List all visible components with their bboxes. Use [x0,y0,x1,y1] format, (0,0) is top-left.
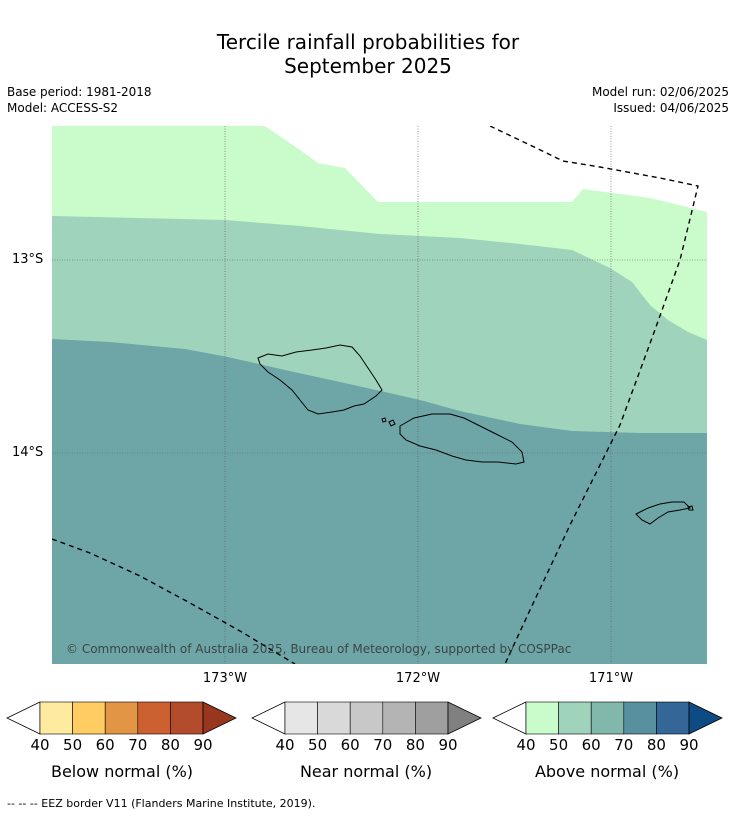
below-normal-tick-label: 80 [160,736,180,754]
upolu-island [399,413,525,465]
model-run: Model run: 02/06/2025 [591,85,729,99]
eez-border [52,126,699,664]
map-area [52,126,707,664]
near-normal-tick-label: 80 [405,736,425,754]
above-normal-60-region [52,339,707,664]
meta-left: Base period: 1981-2018 Model: ACCESS-S2 [7,84,152,116]
above-normal-tick-label: 50 [549,736,569,754]
above-normal-tick-label: 80 [646,736,666,754]
title-line-1: Tercile rainfall probabilities for [216,30,520,54]
map-title: Tercile rainfall probabilities for Septe… [0,30,736,78]
base-period: Base period: 1981-2018 [7,85,152,99]
above-normal-label: Above normal (%) [534,762,680,781]
above-normal-tick-label: 70 [614,736,634,754]
graticule [52,126,707,664]
eez-border-southwest [52,538,296,664]
near-normal-tick-label: 70 [373,736,393,754]
near-normal-tick-label: 50 [308,736,328,754]
below-normal-tick-label: 90 [193,736,213,754]
below-normal-tick-label: 70 [128,736,148,754]
issued-date: Issued: 04/06/2025 [613,101,729,115]
manono-islet [388,419,396,427]
above-normal-tick-label: 90 [679,736,699,754]
tutuila-island [635,501,692,525]
lon-label-172w: 172°W [395,671,441,686]
islands [257,344,694,525]
above-normal-tick-label: 40 [516,736,536,754]
aunuu-islet [687,505,694,511]
above-normal-tick-label: 60 [581,736,601,754]
near-normal-label: Near normal (%) [299,762,433,781]
below-normal-label: Below normal (%) [50,762,194,781]
below-normal-tick-label: 50 [63,736,83,754]
near-normal-tick-label: 40 [275,736,295,754]
below-normal-tick-label: 40 [30,736,50,754]
copyright-notice: © Commonwealth of Australia 2025, Bureau… [66,642,572,656]
below-normal-tick-label: 60 [95,736,115,754]
lon-label-173w: 173°W [202,671,248,686]
lat-label-14s: 14°S [12,445,44,460]
title-line-2: September 2025 [284,54,452,78]
lat-label-13s: 13°S [12,252,44,267]
apolima-islet [381,417,387,423]
eez-legend-footer: -- -- -- EEZ border V11 (Flanders Marine… [7,797,316,810]
near-normal-tick-label: 90 [438,736,458,754]
near-normal-tick-label: 60 [340,736,360,754]
model-name: Model: ACCESS-S2 [7,101,119,115]
eez-border-north [489,126,699,664]
lon-label-171w: 171°W [588,671,634,686]
savaii-island [257,344,383,415]
meta-right: Model run: 02/06/2025 Issued: 04/06/2025 [592,84,729,116]
